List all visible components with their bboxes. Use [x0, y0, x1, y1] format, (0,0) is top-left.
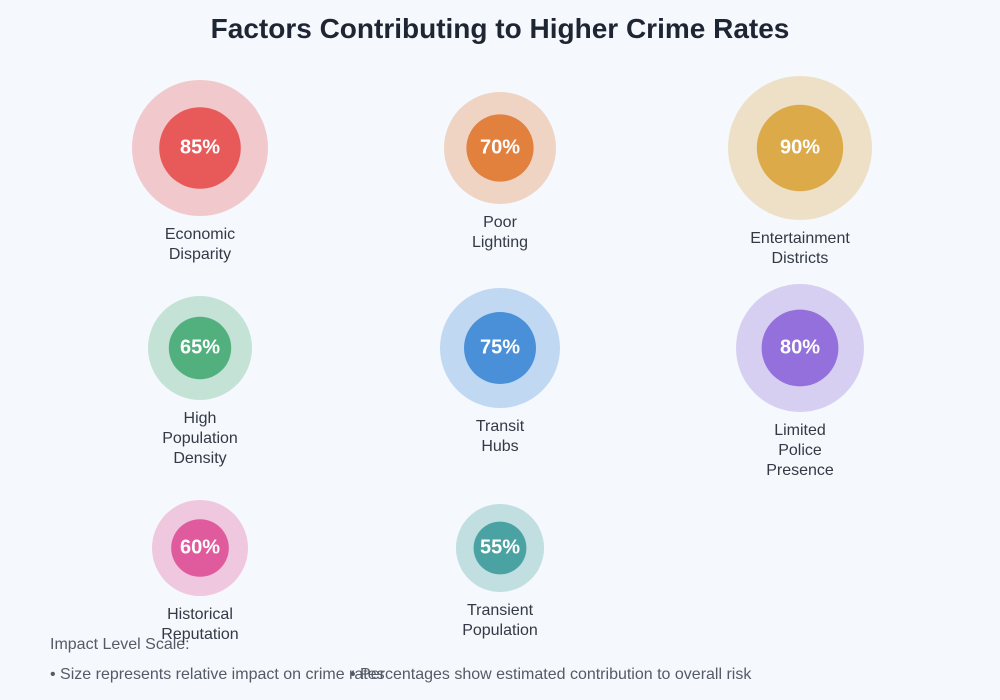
- bubble-inner: [168, 316, 232, 380]
- bubble-inner: [171, 519, 229, 577]
- bubble-inner: [756, 104, 844, 192]
- value-label: 70%: [480, 136, 520, 158]
- note: • Percentages show estimated contributio…: [350, 666, 752, 683]
- chart-title: Factors Contributing to Higher Crime Rat…: [210, 13, 790, 44]
- bubble-inner: [466, 114, 534, 182]
- bubble-inner: [761, 309, 839, 387]
- value-label: 65%: [180, 336, 220, 358]
- value-label: 90%: [780, 136, 820, 158]
- value-label: 55%: [480, 536, 520, 558]
- category-label: Entertainment Districts: [750, 230, 850, 267]
- category-label: Economic Disparity: [164, 226, 236, 263]
- legend-title: Impact Level Scale:: [50, 636, 190, 653]
- note: • Size represents relative impact on cri…: [50, 666, 385, 683]
- bubble-inner: [159, 107, 241, 189]
- category-label: Limited Police Presence: [766, 422, 834, 479]
- value-label: 80%: [780, 336, 820, 358]
- category-label: Historical Reputation: [161, 606, 239, 643]
- category-label: High Population Density: [162, 410, 238, 467]
- category-label: Transit Hubs: [475, 418, 525, 455]
- category-label: Transient Population: [462, 602, 538, 639]
- bubble-inner: [464, 312, 536, 384]
- category-label: Poor Lighting: [471, 214, 529, 251]
- value-label: 75%: [480, 336, 520, 358]
- value-label: 60%: [180, 536, 220, 558]
- value-label: 85%: [180, 136, 220, 158]
- bubble-inner: [473, 521, 527, 575]
